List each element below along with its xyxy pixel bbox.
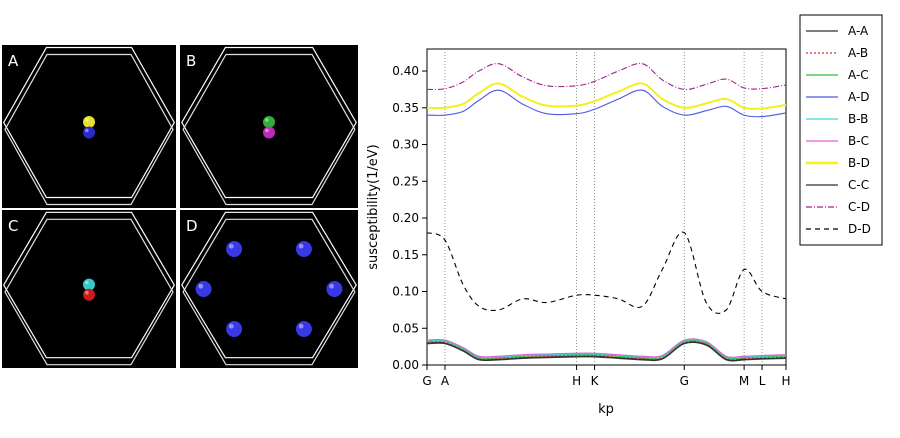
cell-outline-back [3,211,175,359]
x-tick-label: L [759,374,766,388]
legend-label: C-C [848,178,869,192]
atom-highlight [85,118,89,122]
legend: A-A A-B A-C A-D B-B B-C B-D C-C C-D D-D [799,14,883,246]
series-line-a-c [426,339,787,360]
y-tick-label: 0.20 [392,211,419,225]
atom-sphere [226,241,243,257]
y-tick-label: 0.00 [392,358,419,372]
atom-highlight [85,128,89,133]
atom-sphere [326,281,343,297]
k-point-lines [444,49,763,365]
legend-label: B-C [848,134,869,148]
series-line-d-d [426,231,787,314]
y-axis-ticks: 0.00 0.05 0.10 0.15 0.20 0.25 0.30 0.35 0.40 [392,64,427,372]
y-tick-label: 0.30 [392,138,419,152]
x-tick-label: K [591,374,600,388]
y-tick-label: 0.35 [392,101,419,115]
atom-sphere [83,288,95,301]
atom-highlight [298,243,304,249]
atom-sphere [83,116,95,128]
panel-label: A [8,52,19,70]
structure-panel-a: A [2,45,176,208]
series-line-b-d [426,82,787,110]
atom-sphere [83,126,95,139]
plot-frame [426,48,787,366]
x-tick-label: G [422,374,431,388]
y-tick-label: 0.15 [392,248,419,262]
cell-outline-back [3,46,175,199]
cell-outline-back [181,211,357,359]
x-axis-label: kp [598,402,614,417]
legend-label: B-B [848,112,868,126]
x-tick-label: H [572,374,581,388]
cell-outline-front [182,218,356,366]
y-tick-label: 0.40 [392,64,419,78]
series-line-a-a [426,341,787,361]
atom-highlight [329,283,334,289]
atom-sphere [195,281,212,297]
atom-highlight [265,118,269,122]
legend-label: A-D [848,90,870,104]
panel-label: D [186,217,198,235]
series-line-c-d [426,62,787,91]
legend-label: D-D [848,222,871,236]
atom-sphere [263,116,275,128]
series-line-c-c [426,341,787,362]
structure-panel-d: D [180,210,358,368]
series-line-a-d [426,89,787,118]
legend-label: C-D [848,200,870,214]
y-axis-label: susceptibility(1/eV) [366,144,381,269]
legend-label: A-B [848,46,868,60]
series-layer [426,62,787,362]
atom-highlight [298,323,304,329]
cell-outline-front [4,53,174,206]
panel-label: B [186,52,196,70]
panel-label: C [8,217,18,235]
atom-highlight [85,290,89,295]
atom-sphere [295,241,312,257]
y-tick-label: 0.10 [392,285,419,299]
atom-highlight [228,243,234,249]
atom-sphere [263,126,275,139]
y-tick-label: 0.05 [392,321,419,335]
x-tick-label: A [441,374,450,388]
atom-highlight [265,128,269,133]
cell-outline-front [182,53,356,206]
structure-panels: A B C D [2,45,358,368]
atom-sphere [226,321,243,337]
legend-label: A-A [848,24,869,38]
legend-box [799,14,883,246]
legend-label: A-C [848,68,869,82]
cell-outline-front [4,218,174,366]
atom-highlight [228,323,234,329]
structure-panel-c: C [2,210,176,368]
x-tick-label: G [680,374,689,388]
series-line-b-b [426,338,787,359]
y-tick-label: 0.25 [392,174,419,188]
series-line-b-c [426,338,787,358]
x-tick-label: M [739,374,749,388]
legend-label: B-D [848,156,870,170]
atom-sphere [295,321,312,337]
x-tick-label: H [781,374,790,388]
atom-highlight [198,283,204,289]
cell-outline-back [181,46,357,199]
structure-panel-b: B [180,45,358,208]
atom-sphere [83,278,95,291]
atom-highlight [85,280,89,285]
